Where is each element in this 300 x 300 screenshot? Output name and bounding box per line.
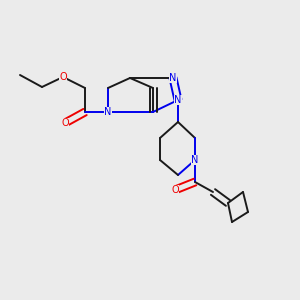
Text: N: N xyxy=(104,107,112,117)
Text: O: O xyxy=(61,118,69,128)
Text: N: N xyxy=(191,155,199,165)
Text: O: O xyxy=(59,72,67,82)
Text: N: N xyxy=(174,95,182,105)
Text: N: N xyxy=(169,73,177,83)
Text: O: O xyxy=(171,185,179,195)
